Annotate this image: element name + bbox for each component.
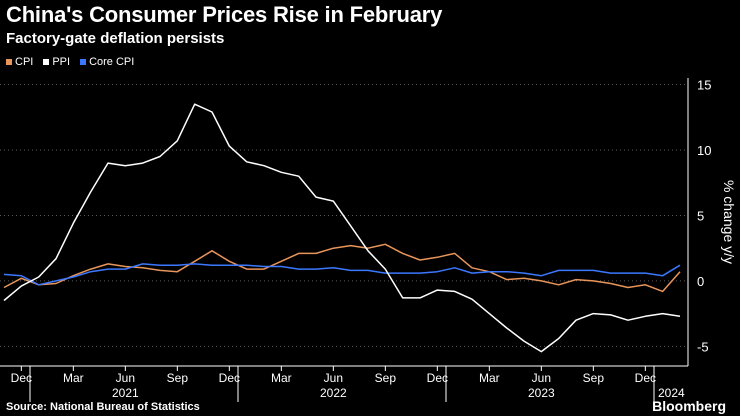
x-tick-label: Jun: [532, 371, 551, 385]
x-tick-label: Mar: [271, 371, 292, 385]
source-note: Source: National Bureau of Statistics: [6, 401, 200, 413]
legend-item-ppi: PPI: [43, 56, 70, 68]
x-tick-label: Jun: [324, 371, 343, 385]
x-tick-label: Jun: [116, 371, 135, 385]
x-tick-label: Dec: [427, 371, 448, 385]
y-tick-label: 15: [697, 78, 711, 93]
legend-label-ppi: PPI: [52, 56, 71, 68]
legend: CPI PPI Core CPI: [6, 56, 134, 68]
legend-item-cpi: CPI: [6, 56, 33, 68]
bloomberg-logo: Bloomberg: [652, 398, 726, 414]
legend-swatch-ppi: [43, 59, 50, 65]
x-tick-label: Sep: [583, 371, 605, 385]
legend-swatch-cpi: [6, 59, 12, 65]
x-year-label: 2022: [320, 386, 347, 400]
x-year-label: 2021: [112, 386, 139, 400]
x-tick-label: Sep: [167, 371, 189, 385]
y-tick-label: 5: [697, 208, 704, 223]
chart-subtitle: Factory-gate deflation persists: [6, 30, 225, 47]
chart-title: China's Consumer Prices Rise in February: [6, 2, 443, 27]
y-axis-label: % change y/y: [721, 180, 737, 264]
legend-label-cpi: CPI: [15, 56, 34, 68]
x-tick-label: Dec: [219, 371, 240, 385]
legend-item-core-cpi: Core CPI: [80, 56, 134, 68]
y-tick-label: -5: [697, 339, 709, 354]
y-tick-label: 0: [697, 274, 704, 289]
y-tick-label: 10: [697, 143, 711, 158]
series-line-ppi: [3, 103, 681, 353]
x-tick-label: Mar: [63, 371, 84, 385]
x-year-label: 2023: [528, 386, 555, 400]
legend-swatch-core-cpi: [80, 59, 87, 65]
legend-label-core-cpi: Core CPI: [89, 56, 135, 68]
x-tick-label: Mar: [479, 371, 500, 385]
x-year-label: 2024: [658, 386, 685, 400]
x-tick-label: Dec: [11, 371, 32, 385]
series-line-core: [3, 263, 681, 286]
x-tick-label: Dec: [635, 371, 656, 385]
series-line-cpi: [3, 243, 681, 293]
x-tick-label: Sep: [375, 371, 397, 385]
